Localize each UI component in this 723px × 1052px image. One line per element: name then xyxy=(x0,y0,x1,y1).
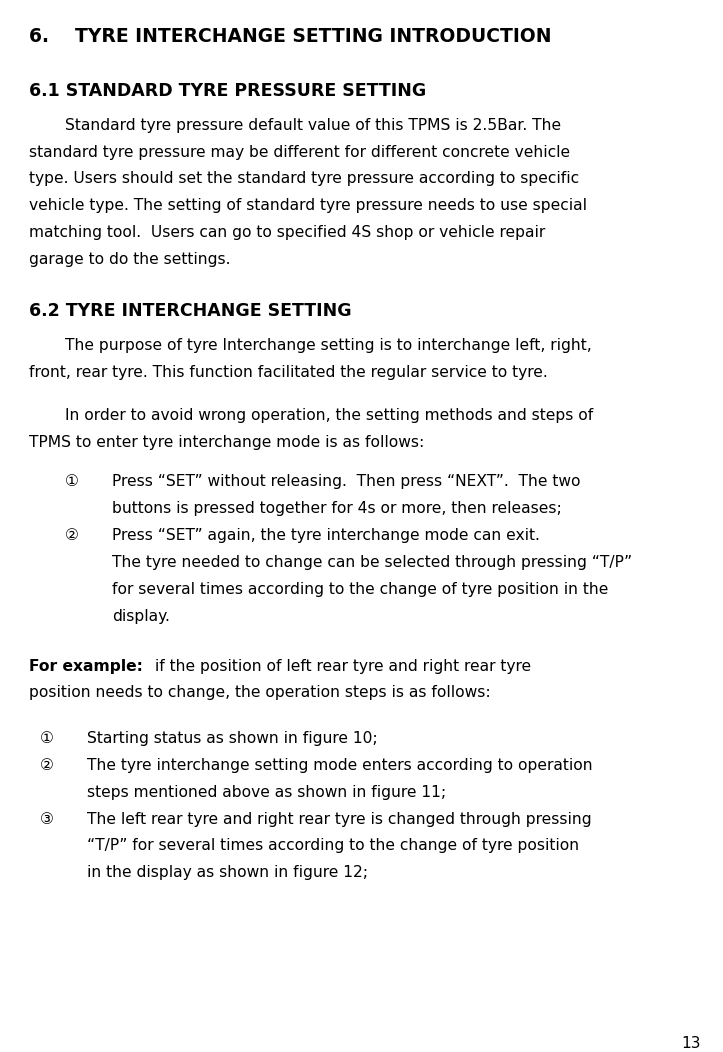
Text: standard tyre pressure may be different for different concrete vehicle: standard tyre pressure may be different … xyxy=(29,145,570,160)
Text: “T/P” for several times according to the change of tyre position: “T/P” for several times according to the… xyxy=(87,838,579,853)
Text: ①: ① xyxy=(40,731,54,746)
Text: front, rear tyre. This function facilitated the regular service to tyre.: front, rear tyre. This function facilita… xyxy=(29,364,547,380)
Text: matching tool.  Users can go to specified 4S shop or vehicle repair: matching tool. Users can go to specified… xyxy=(29,225,545,240)
Text: ①: ① xyxy=(65,474,79,489)
Text: The purpose of tyre Interchange setting is to interchange left, right,: The purpose of tyre Interchange setting … xyxy=(65,338,592,352)
Text: for several times according to the change of tyre position in the: for several times according to the chang… xyxy=(112,582,609,596)
Text: 6.1 STANDARD TYRE PRESSURE SETTING: 6.1 STANDARD TYRE PRESSURE SETTING xyxy=(29,82,426,100)
Text: 13: 13 xyxy=(682,1036,701,1051)
Text: 6.2 TYRE INTERCHANGE SETTING: 6.2 TYRE INTERCHANGE SETTING xyxy=(29,302,351,320)
Text: display.: display. xyxy=(112,608,170,624)
Text: position needs to change, the operation steps is as follows:: position needs to change, the operation … xyxy=(29,686,490,701)
Text: In order to avoid wrong operation, the setting methods and steps of: In order to avoid wrong operation, the s… xyxy=(65,408,594,423)
Text: For example:: For example: xyxy=(29,659,143,673)
Text: buttons is pressed together for 4s or more, then releases;: buttons is pressed together for 4s or mo… xyxy=(112,501,562,517)
Text: type. Users should set the standard tyre pressure according to specific: type. Users should set the standard tyre… xyxy=(29,171,579,186)
Text: The left rear tyre and right rear tyre is changed through pressing: The left rear tyre and right rear tyre i… xyxy=(87,812,591,827)
Text: ②: ② xyxy=(40,757,54,773)
Text: vehicle type. The setting of standard tyre pressure needs to use special: vehicle type. The setting of standard ty… xyxy=(29,198,587,214)
Text: The tyre needed to change can be selected through pressing “T/P”: The tyre needed to change can be selecte… xyxy=(112,554,632,570)
Text: TPMS to enter tyre interchange mode is as follows:: TPMS to enter tyre interchange mode is a… xyxy=(29,434,424,450)
Text: garage to do the settings.: garage to do the settings. xyxy=(29,251,231,267)
Text: Starting status as shown in figure 10;: Starting status as shown in figure 10; xyxy=(87,731,377,746)
Text: steps mentioned above as shown in figure 11;: steps mentioned above as shown in figure… xyxy=(87,785,446,800)
Text: Press “SET” again, the tyre interchange mode can exit.: Press “SET” again, the tyre interchange … xyxy=(112,528,540,543)
Text: Standard tyre pressure default value of this TPMS is 2.5Bar. The: Standard tyre pressure default value of … xyxy=(65,118,561,133)
Text: 6.    TYRE INTERCHANGE SETTING INTRODUCTION: 6. TYRE INTERCHANGE SETTING INTRODUCTION xyxy=(29,27,552,46)
Text: in the display as shown in figure 12;: in the display as shown in figure 12; xyxy=(87,865,368,881)
Text: ③: ③ xyxy=(40,812,54,827)
Text: ②: ② xyxy=(65,528,79,543)
Text: if the position of left rear tyre and right rear tyre: if the position of left rear tyre and ri… xyxy=(150,659,531,673)
Text: Press “SET” without releasing.  Then press “NEXT”.  The two: Press “SET” without releasing. Then pres… xyxy=(112,474,581,489)
Text: The tyre interchange setting mode enters according to operation: The tyre interchange setting mode enters… xyxy=(87,757,592,773)
